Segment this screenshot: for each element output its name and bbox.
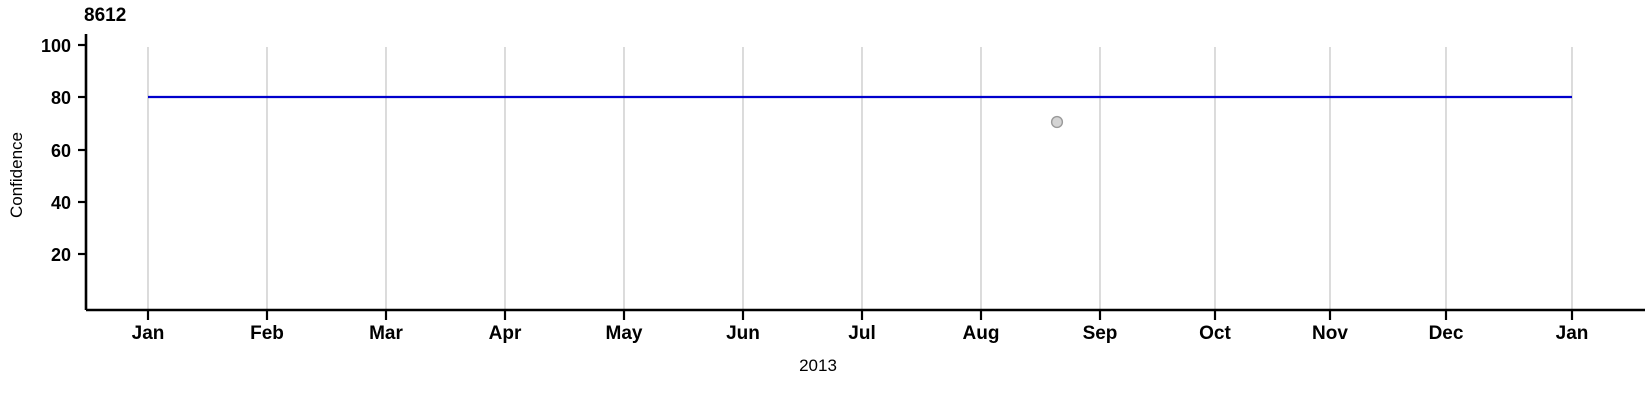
x-tick-label-feb: Feb bbox=[250, 323, 284, 344]
x-tick-label-jan-1: Jan bbox=[132, 323, 165, 344]
x-axis-title: 2013 bbox=[799, 356, 837, 375]
x-tick-label-jan-2: Jan bbox=[1556, 323, 1589, 344]
y-axis-ticks bbox=[78, 43, 86, 256]
x-axis-tick-labels: Jan Feb Mar Apr May Jun Jul Aug Sep Oct … bbox=[132, 323, 1589, 344]
x-axis-ticks bbox=[146, 310, 1574, 320]
gridlines bbox=[147, 47, 1573, 310]
y-tick-label-80: 80 bbox=[51, 88, 71, 108]
x-tick-label-jun: Jun bbox=[726, 323, 760, 344]
chart-title: 8612 bbox=[84, 5, 126, 26]
x-tick-label-nov: Nov bbox=[1312, 323, 1348, 344]
y-tick-label-60: 60 bbox=[51, 141, 71, 161]
y-axis-title: Confidence bbox=[7, 132, 26, 218]
x-tick-label-jul: Jul bbox=[848, 323, 875, 344]
x-tick-label-sep: Sep bbox=[1083, 323, 1118, 344]
data-point-marker bbox=[1050, 115, 1064, 129]
x-tick-label-dec: Dec bbox=[1429, 323, 1464, 344]
y-tick-label-40: 40 bbox=[51, 193, 71, 213]
x-tick-label-mar: Mar bbox=[369, 323, 403, 344]
x-tick-label-apr: Apr bbox=[489, 323, 522, 344]
y-tick-label-20: 20 bbox=[51, 245, 71, 265]
y-tick-label-100: 100 bbox=[41, 36, 71, 56]
y-axis-tick-labels: 100 80 60 40 20 bbox=[41, 36, 71, 265]
x-tick-label-may: May bbox=[606, 323, 643, 344]
x-tick-label-aug: Aug bbox=[963, 323, 1000, 344]
x-tick-label-oct: Oct bbox=[1199, 323, 1231, 344]
